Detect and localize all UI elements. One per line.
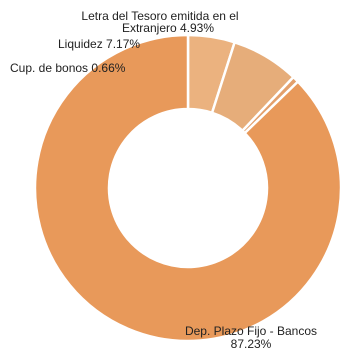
slice-label-liquidez: Liquidez 7.17% (58, 37, 140, 51)
slice-label-deposito-line1: Dep. Plazo Fijo - Bancos (185, 324, 317, 338)
slice-label-cup-bonos: Cup. de bonos 0.66% (10, 61, 126, 75)
slice-label-deposito-line2: 87.23% (231, 337, 272, 351)
chart-slices (33, 33, 341, 343)
slice-label-letra-line1: Letra del Tesoro emitida en el (81, 9, 238, 23)
slice-3 (33, 33, 341, 343)
slice-label-letra-line2: Extranjero 4.93% (122, 21, 214, 35)
